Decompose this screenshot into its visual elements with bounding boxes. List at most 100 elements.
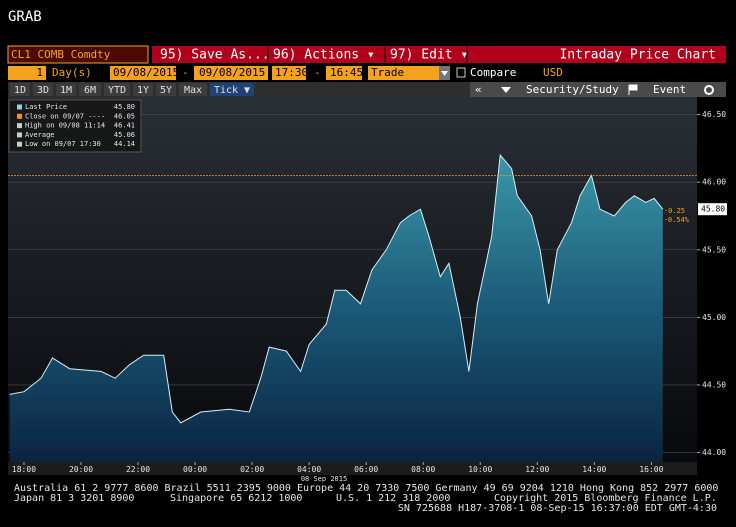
footer-item: Singapore 65 6212 1000 xyxy=(170,493,302,504)
x-tick-label: 04:00 xyxy=(297,465,321,474)
period-label[interactable]: 1D xyxy=(14,85,26,96)
x-tick-label: 10:00 xyxy=(468,465,492,474)
legend-swatch xyxy=(17,123,22,129)
start-time-field[interactable] xyxy=(272,66,306,80)
y-tick-label: 44.00 xyxy=(702,448,726,457)
legend-label: High on 09/08 11:14 xyxy=(25,122,105,130)
x-tick-label: 06:00 xyxy=(354,465,378,474)
settings-icon[interactable] xyxy=(704,85,714,95)
count[interactable]: 1 xyxy=(36,66,43,79)
y-tick-label: 46.50 xyxy=(702,110,726,119)
menu-bar xyxy=(152,46,726,63)
end-time-field[interactable] xyxy=(326,66,362,80)
legend-value: 44.14 xyxy=(114,140,135,148)
date-label: 08 Sep 2015 xyxy=(301,475,347,483)
footer-line: Australia 61 2 9777 8600 Brazil 5511 239… xyxy=(14,483,718,494)
period-buttons: 1D 3D 1M 6M YTD 1Y 5Y Max Tick ▼ xyxy=(10,83,254,96)
count-field[interactable] xyxy=(8,66,46,80)
y-tick-label: 44.50 xyxy=(702,380,726,389)
security-study-button[interactable]: Security/Study xyxy=(526,83,619,96)
change: -0.25 xyxy=(664,207,685,215)
security-field[interactable] xyxy=(7,45,149,64)
x-tick-label: 22:00 xyxy=(126,465,150,474)
legend: Last Price 45.80 Close on 09/07 ---- 46.05 H… xyxy=(17,103,135,148)
period-button[interactable] xyxy=(104,83,130,96)
x-tick-label: 12:00 xyxy=(525,465,549,474)
period-button[interactable] xyxy=(156,83,176,96)
legend-label: Average xyxy=(25,131,55,139)
event-button[interactable]: Event xyxy=(653,83,686,96)
period-button[interactable] xyxy=(56,83,76,96)
last-price-tag xyxy=(698,203,727,216)
period-button[interactable] xyxy=(79,83,101,96)
period-label[interactable]: 3D xyxy=(37,85,49,96)
start-date-field[interactable] xyxy=(110,66,176,80)
end-time[interactable]: 16:45 xyxy=(330,66,363,79)
period-label[interactable]: 6M xyxy=(84,85,96,96)
period-label[interactable]: Tick ▼ xyxy=(214,85,250,96)
end-date[interactable]: 09/08/2015 xyxy=(199,66,265,79)
legend-label: Last Price xyxy=(25,103,67,111)
compare[interactable]: Compare xyxy=(470,66,516,79)
panel-bar xyxy=(470,82,726,97)
dropdown-icon xyxy=(501,87,511,93)
period-button[interactable] xyxy=(133,83,153,96)
y-axis: 44.00 44.50 45.00 45.50 46.00 46.50 45.80 xyxy=(697,110,727,457)
separator-text: - xyxy=(314,66,321,79)
collapse-button[interactable]: « xyxy=(475,83,482,96)
period-button[interactable] xyxy=(10,83,30,96)
period-label[interactable]: Max xyxy=(184,85,202,96)
area-fill xyxy=(9,155,663,462)
x-tick-label: 14:00 xyxy=(582,465,606,474)
x-axis: 18:00 20:00 22:00 00:00 02:00 04:00 06:00 08:00… xyxy=(12,462,664,474)
edit-button[interactable]: 97) Edit ▾ xyxy=(390,48,468,63)
field-select[interactable] xyxy=(368,66,450,80)
actions-button[interactable]: 96) Actions ▾ xyxy=(273,48,375,63)
legend-swatch xyxy=(17,141,22,147)
legend-swatch xyxy=(17,132,22,138)
last-price-label: 45.80 xyxy=(701,205,725,214)
start-date[interactable]: 09/08/2015 xyxy=(113,66,179,79)
price-line xyxy=(9,153,664,424)
footer-item: U.S. 1 212 318 2000 xyxy=(336,493,450,504)
period-button[interactable] xyxy=(179,83,207,96)
y-tick-label: 45.00 xyxy=(702,313,726,322)
legend-value: 46.05 xyxy=(114,112,135,120)
x-tick-label: 18:00 xyxy=(12,465,36,474)
legend-label: Close on 09/07 ---- xyxy=(25,112,105,120)
chart-name: Intraday Price Chart xyxy=(559,48,716,63)
legend-label: Low on 09/07 17:30 xyxy=(25,140,101,148)
end-date-field[interactable] xyxy=(194,66,268,80)
period-label[interactable]: 1Y xyxy=(137,85,149,96)
x-tick-label: 00:00 xyxy=(183,465,207,474)
x-tick-label: 20:00 xyxy=(69,465,93,474)
arrow-icon xyxy=(441,71,448,76)
currency[interactable]: USD xyxy=(543,66,563,79)
unit: Day(s) xyxy=(52,66,92,79)
x-tick-label: 08:00 xyxy=(411,465,435,474)
flag-icon xyxy=(628,84,638,95)
period-button[interactable] xyxy=(33,83,53,96)
legend-box xyxy=(8,99,142,153)
footer-item: Copyright 2015 Bloomberg Finance L.P. xyxy=(494,493,717,504)
period-label[interactable]: 5Y xyxy=(160,85,172,96)
legend-swatch xyxy=(17,113,22,119)
y-tick-label: 45.50 xyxy=(702,245,726,254)
legend-swatch xyxy=(17,104,22,110)
start-time[interactable]: 17:30 xyxy=(275,66,308,79)
period-label[interactable]: 1M xyxy=(60,85,72,96)
legend-value: 46.41 xyxy=(114,122,135,130)
save-as-button[interactable]: 95) Save As... xyxy=(160,48,270,63)
compare-icon xyxy=(456,67,466,78)
series: -0.25-0.54% xyxy=(8,153,697,462)
field[interactable]: Trade xyxy=(371,66,404,79)
change-pct: -0.54% xyxy=(664,216,690,224)
x-axis-bar xyxy=(8,462,697,475)
period-label[interactable]: YTD xyxy=(108,85,126,96)
x-tick-label: 16:00 xyxy=(639,465,663,474)
footer-item: Japan 81 3 3201 8900 xyxy=(14,493,134,504)
security[interactable]: CL1 COMB Comdty xyxy=(11,48,111,61)
separator-text: - xyxy=(182,66,189,79)
period-button[interactable] xyxy=(210,83,254,96)
